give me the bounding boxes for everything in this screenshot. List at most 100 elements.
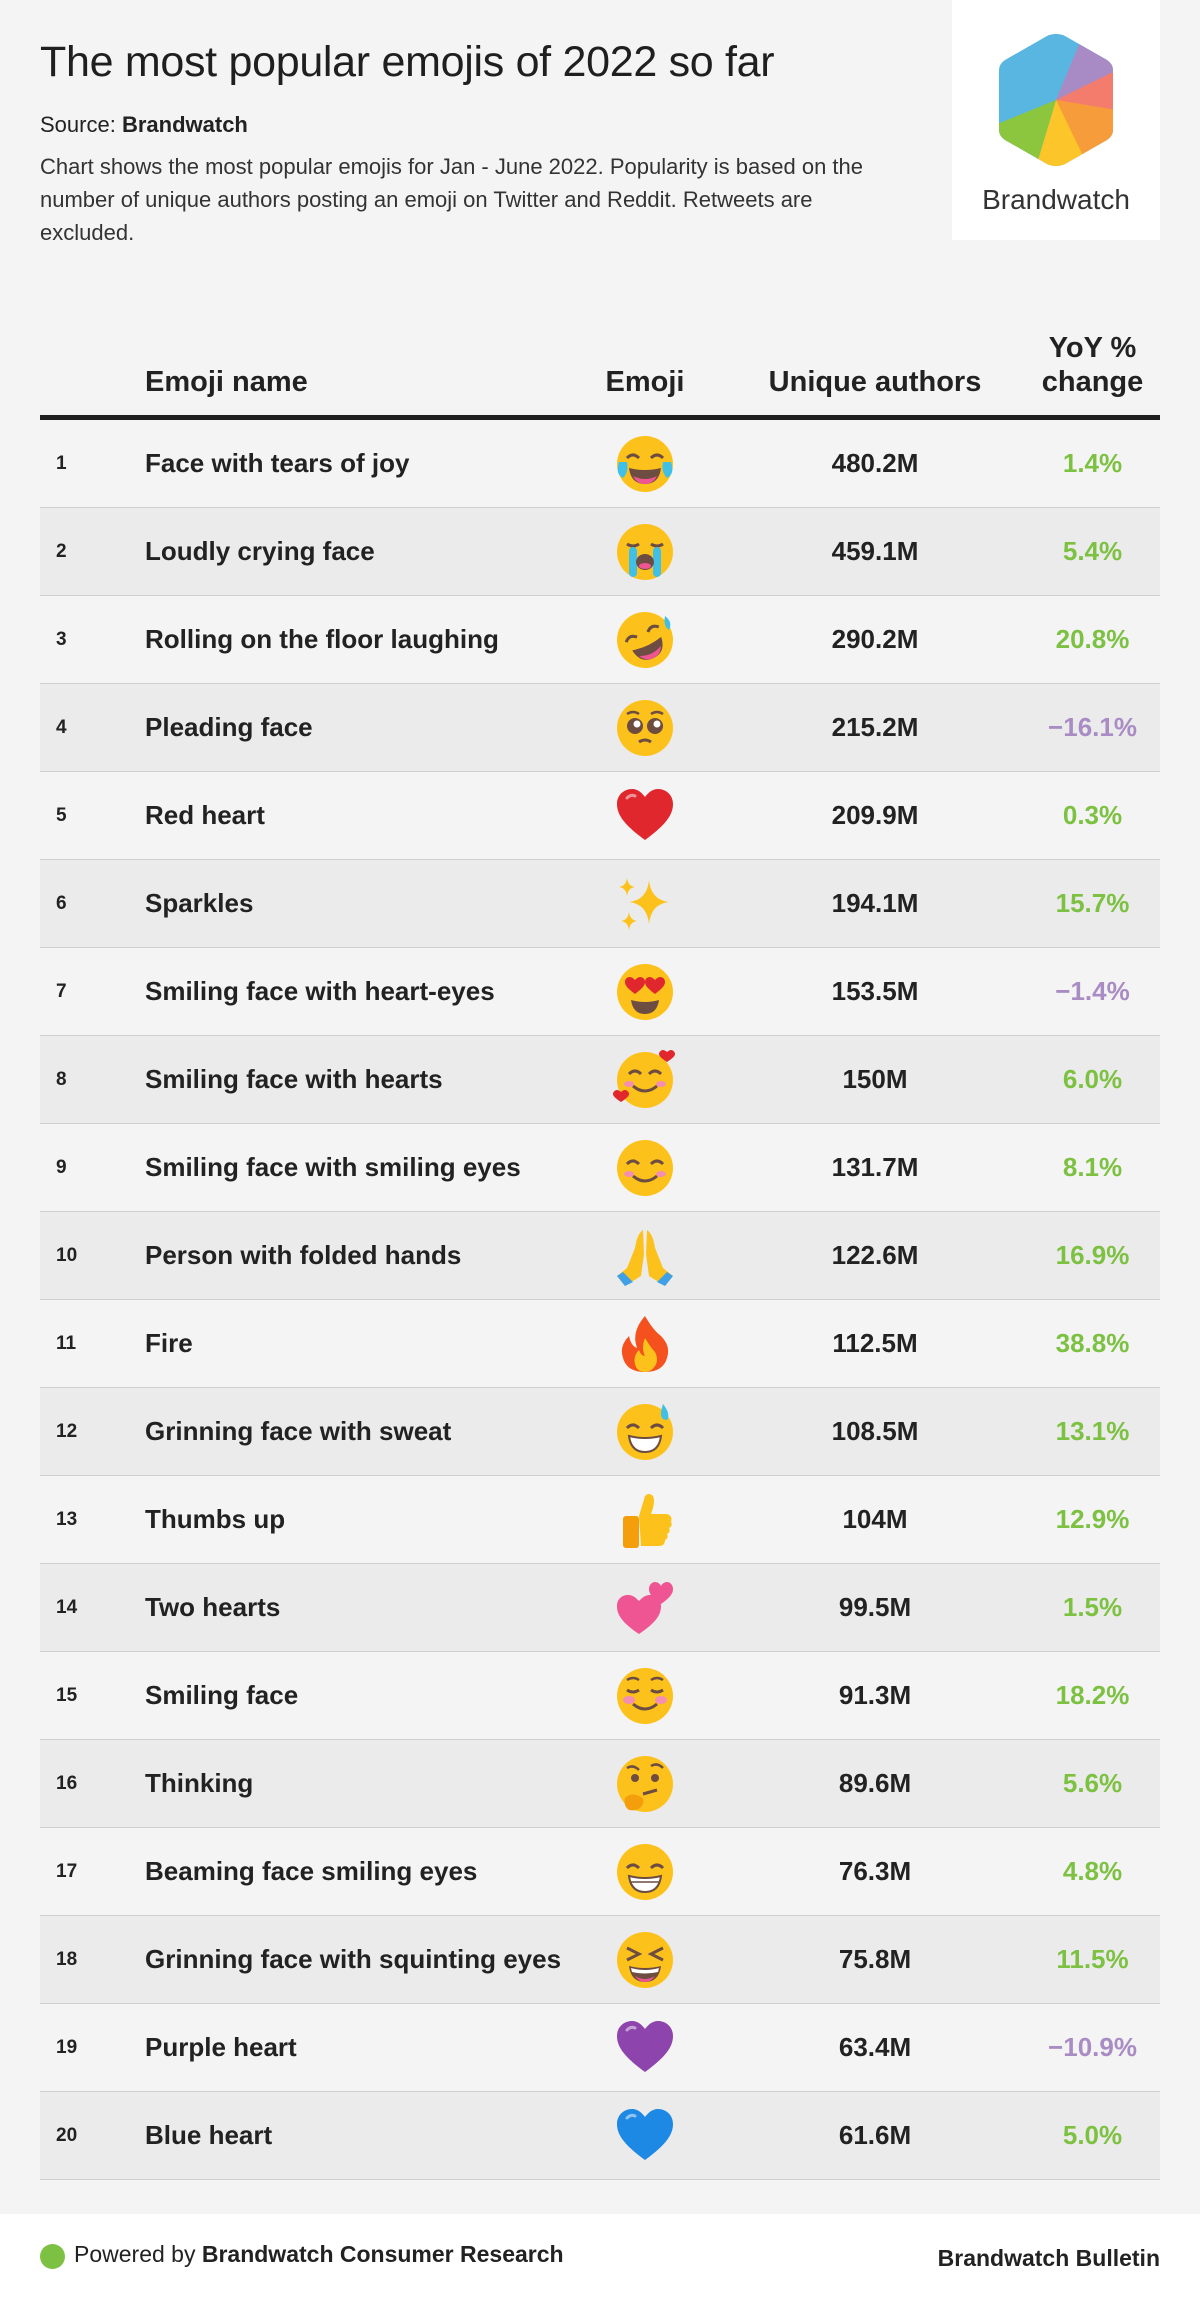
- emoji-cell: [600, 948, 690, 1035]
- table-row: 6 Sparkles 194.1M 15.7%: [40, 860, 1160, 948]
- emoji-name-cell: Rolling on the floor laughing: [145, 624, 499, 654]
- table-row: 1 Face with tears of joy 480.2M 1.4%: [40, 420, 1160, 508]
- table-header: Emoji name Emoji Unique authors YoY % ch…: [40, 305, 1160, 420]
- unique-authors-cell: 91.3M: [838, 1680, 912, 1710]
- table-row: 7 Smiling face with heart-eyes 153.5M −1.4%: [40, 948, 1160, 1036]
- thinking-face-icon: [617, 1755, 673, 1812]
- rank-cell: 13: [56, 1508, 78, 1530]
- unique-authors-cell: 99.5M: [838, 1592, 912, 1622]
- page-title: The most popular emojis of 2022 so far: [40, 38, 775, 86]
- rolling-on-the-floor-laughing-icon: [617, 611, 673, 668]
- table-row: 3 Rolling on the floor laughing 290.2M 20.8…: [40, 596, 1160, 684]
- yoy-change-cell: 5.6%: [1062, 1768, 1123, 1798]
- loudly-crying-face-icon: [617, 523, 673, 580]
- brandwatch-hexagon-logo-icon: [999, 34, 1113, 166]
- footer-powered-by: Powered by Brandwatch Consumer Research: [74, 2241, 564, 2268]
- emoji-cell: [600, 1388, 690, 1475]
- unique-authors-cell: 459.1M: [831, 536, 919, 566]
- yoy-change-cell: 0.3%: [1062, 800, 1123, 830]
- yoy-change-cell: 20.8%: [1055, 624, 1130, 654]
- unique-authors-cell: 131.7M: [831, 1152, 919, 1182]
- yoy-change-cell: 6.0%: [1062, 1064, 1123, 1094]
- yoy-change-cell: 18.2%: [1055, 1680, 1130, 1710]
- column-header-yoy: YoY % change: [1041, 332, 1144, 398]
- emoji-name-cell: Smiling face with hearts: [145, 1064, 443, 1094]
- rank-cell: 4: [56, 716, 67, 738]
- emoji-name-cell: Blue heart: [145, 2120, 273, 2150]
- unique-authors-cell: 209.9M: [831, 800, 919, 830]
- pleading-face-icon: [617, 699, 673, 756]
- blue-heart-icon: [617, 2108, 673, 2160]
- emoji-cell: [600, 1828, 690, 1915]
- emoji-name-cell: Two hearts: [145, 1592, 281, 1622]
- yoy-change-cell: 38.8%: [1055, 1328, 1130, 1358]
- emoji-cell: [600, 1124, 690, 1211]
- emoji-name-cell: Smiling face with heart-eyes: [145, 976, 495, 1006]
- emoji-name-cell: Fire: [145, 1328, 193, 1358]
- rank-cell: 12: [56, 1420, 78, 1442]
- rank-cell: 10: [56, 1244, 78, 1266]
- rank-cell: 7: [56, 980, 67, 1002]
- source-name: Brandwatch: [121, 112, 248, 137]
- yoy-change-cell: 5.0%: [1062, 2120, 1123, 2150]
- table-row: 19 Purple heart 63.4M −10.9%: [40, 2004, 1160, 2092]
- table-row: 17 Beaming face smiling eyes 76.3M 4.8%: [40, 1828, 1160, 1916]
- powered-by-label: Powered by: [74, 2241, 196, 2267]
- table-row: 2 Loudly crying face 459.1M 5.4%: [40, 508, 1160, 596]
- emoji-name-cell: Purple heart: [145, 2032, 297, 2062]
- emoji-cell: [600, 1036, 690, 1123]
- red-heart-icon: [617, 788, 673, 840]
- rank-cell: 11: [56, 1332, 77, 1354]
- unique-authors-cell: 108.5M: [831, 1416, 919, 1446]
- emoji-name-cell: Thumbs up: [145, 1504, 286, 1534]
- brandwatch-logo: Brandwatch: [952, 0, 1160, 240]
- yoy-change-cell: 13.1%: [1055, 1416, 1130, 1446]
- rank-cell: 1: [56, 452, 67, 474]
- emoji-cell: [600, 860, 690, 947]
- rank-cell: 16: [56, 1772, 78, 1794]
- green-dot-icon: [40, 2244, 65, 2269]
- footer: Powered by Brandwatch Consumer Research …: [0, 2214, 1200, 2298]
- smiling-face-with-heart-eyes-icon: [617, 963, 673, 1020]
- yoy-change-cell: −10.9%: [1048, 2032, 1137, 2062]
- table-row: 11 Fire 112.5M 38.8%: [40, 1300, 1160, 1388]
- table-row: 8 Smiling face with hearts 150M 6.0%: [40, 1036, 1160, 1124]
- yoy-change-cell: −16.1%: [1048, 712, 1137, 742]
- two-hearts-icon: [617, 1581, 673, 1634]
- yoy-change-cell: 5.4%: [1062, 536, 1123, 566]
- unique-authors-cell: 290.2M: [831, 624, 919, 654]
- emoji-cell: [600, 1212, 690, 1299]
- emoji-cell: [600, 508, 690, 595]
- rank-cell: 6: [56, 892, 67, 914]
- emoji-cell: [600, 1476, 690, 1563]
- rank-cell: 14: [56, 1596, 78, 1618]
- table-row: 12 Grinning face with sweat 108.5M 13.1%: [40, 1388, 1160, 1476]
- yoy-change-cell: 11.5%: [1056, 1944, 1129, 1974]
- emoji-cell: [600, 684, 690, 771]
- grinning-squinting-face-icon: [617, 1931, 673, 1988]
- yoy-change-cell: 12.9%: [1055, 1504, 1130, 1534]
- unique-authors-cell: 153.5M: [831, 976, 919, 1006]
- unique-authors-cell: 89.6M: [838, 1768, 912, 1798]
- rank-cell: 18: [56, 1948, 78, 1970]
- fire-icon: [621, 1315, 669, 1372]
- emoji-name-cell: Grinning face with sweat: [145, 1416, 452, 1446]
- table-row: 14 Two hearts 99.5M 1.5%: [40, 1564, 1160, 1652]
- rank-cell: 3: [56, 628, 67, 650]
- unique-authors-cell: 122.6M: [831, 1240, 919, 1270]
- emoji-cell: [600, 2092, 690, 2179]
- emoji-cell: [600, 1300, 690, 1387]
- purple-heart-icon: [617, 2020, 673, 2072]
- unique-authors-cell: 76.3M: [838, 1856, 912, 1886]
- emoji-cell: [600, 596, 690, 683]
- rank-cell: 5: [56, 804, 67, 826]
- table-row: 5 Red heart 209.9M 0.3%: [40, 772, 1160, 860]
- table-row: 4 Pleading face 215.2M −16.1%: [40, 684, 1160, 772]
- table-row: 18 Grinning face with squinting eyes 75.8M…: [40, 1916, 1160, 2004]
- table-row: 10 Person with folded hands 122.6M 16.9%: [40, 1212, 1160, 1300]
- emoji-name-cell: Thinking: [145, 1768, 254, 1798]
- emoji-table: Emoji name Emoji Unique authors YoY % ch…: [40, 305, 1160, 2180]
- source-label: Source:: [40, 112, 116, 137]
- emoji-cell: [600, 1564, 690, 1651]
- yoy-change-cell: 8.1%: [1062, 1152, 1123, 1182]
